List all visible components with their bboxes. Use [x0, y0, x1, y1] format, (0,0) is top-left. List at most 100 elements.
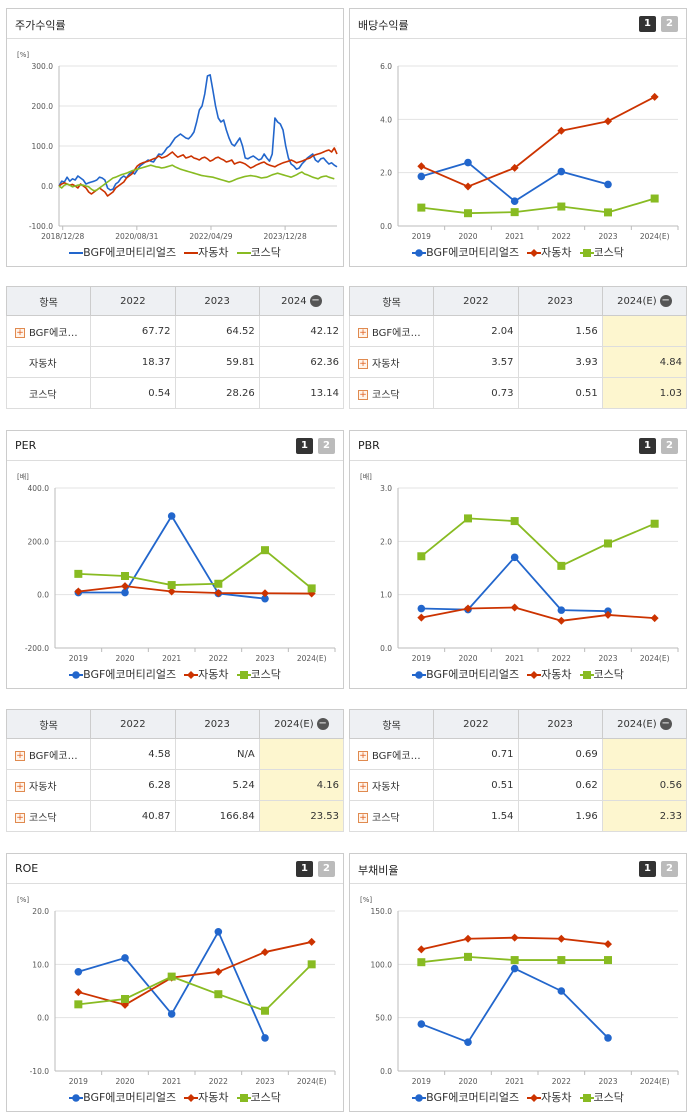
x-tick-label: 2024(E): [640, 654, 670, 663]
data-point-auto: [74, 988, 83, 997]
data-point-kosdaq: [650, 519, 659, 528]
x-tick-label: 2020: [458, 232, 477, 241]
axis-unit: [%]: [17, 51, 29, 59]
data-point-kosdaq: [557, 202, 566, 211]
chart-legend: BGF에코머티리얼즈 자동차 코스닥: [7, 1089, 343, 1105]
roe-panel: ROE 1 2 [%] 20.0 10.0 0.0 -10.0 2019 2020 2021 202…: [6, 853, 344, 1112]
expand-plus-icon[interactable]: +: [15, 812, 25, 823]
expand-plus-icon[interactable]: +: [15, 750, 25, 761]
expand-plus-icon[interactable]: +: [15, 781, 25, 792]
expand-plus-icon[interactable]: +: [358, 781, 368, 792]
collapse-minus-icon[interactable]: −: [659, 295, 672, 307]
row-name-cell[interactable]: + 자동차: [348, 346, 435, 378]
legend-swatch-icon: [69, 671, 84, 679]
table-row: 자동차 18.37 59.81 62.36: [5, 346, 345, 378]
value-cell: 1.54: [433, 800, 519, 832]
row-name-cell[interactable]: + 코스닥: [348, 377, 435, 409]
x-tick-label: 2019: [69, 1077, 88, 1086]
data-point-auto: [464, 182, 472, 191]
data-point-bgf: [121, 588, 129, 597]
panel-title: ROE: [15, 862, 39, 875]
page-1-button[interactable]: 1: [639, 16, 656, 32]
table-header-cell: 2022: [90, 286, 176, 316]
data-point-auto: [650, 92, 659, 101]
legend-swatch-icon: [69, 1094, 84, 1102]
series-line-bgf: [421, 967, 609, 1044]
data-point-auto: [74, 587, 83, 596]
row-name-cell[interactable]: + BGF에코…: [5, 315, 92, 347]
y-tick-label: 0.0: [37, 1014, 49, 1023]
legend-swatch-icon: [527, 249, 542, 257]
table-row: + BGF에코… 67.72 64.52 42.12: [5, 315, 345, 347]
y-tick-label: 0.0: [380, 222, 392, 231]
series-line-bgf: [421, 556, 609, 613]
data-point-auto: [650, 614, 659, 623]
panel-header: 부채비율 1 2: [350, 854, 686, 884]
page-2-button[interactable]: 2: [661, 16, 678, 32]
legend-item-auto: 자동차: [184, 1089, 229, 1105]
x-tick-label: 2023: [598, 232, 617, 241]
legend-label: 자동차: [541, 1091, 572, 1104]
expand-plus-icon[interactable]: +: [358, 812, 368, 823]
collapse-minus-icon[interactable]: −: [659, 718, 672, 730]
row-name-cell[interactable]: + BGF에코…: [348, 315, 435, 347]
panel-title: 배당수익률: [358, 19, 409, 32]
per-chart: [배] 400.0 200.0 0.0 -200.0 2019 2020 2021 2022 20…: [17, 472, 336, 663]
legend-swatch-icon: [527, 1094, 542, 1102]
page-2-button[interactable]: 2: [661, 438, 678, 454]
collapse-minus-icon[interactable]: −: [309, 295, 322, 307]
data-point-auto: [307, 937, 316, 946]
row-name-cell[interactable]: + BGF에코…: [5, 738, 92, 770]
row-name-cell[interactable]: + 자동차: [348, 769, 435, 801]
data-point-bgf: [74, 968, 83, 976]
series-line-bgf: [78, 930, 266, 1039]
data-point-auto: [604, 610, 612, 619]
data-point-auto: [214, 967, 223, 976]
value-cell: [601, 315, 688, 347]
data-point-auto: [510, 163, 519, 172]
pbr-chart: [배] 3.0 2.0 1.0 0.0 2019 2020 2021 2022 2023 2024(…: [360, 472, 679, 663]
legend-swatch-icon: [236, 1094, 251, 1102]
table-row: + 코스닥 1.54 1.96 2.33: [348, 800, 688, 832]
legend-swatch-icon: [184, 252, 199, 254]
x-tick-label: 2023: [255, 1077, 274, 1086]
data-point-kosdaq: [307, 960, 316, 969]
legend-label: 코스닥: [250, 1091, 281, 1104]
row-name-cell[interactable]: + 코스닥: [5, 800, 92, 832]
pbr-panel: PBR 1 2 [배] 3.0 2.0 1.0 0.0 2019 2020 2021 2022 202…: [349, 430, 687, 689]
row-name-cell[interactable]: + 코스닥: [348, 800, 435, 832]
legend-label: 코스닥: [593, 668, 624, 681]
data-point-bgf: [464, 158, 472, 167]
data-point-kosdaq: [307, 584, 316, 593]
data-point-kosdaq: [261, 546, 269, 555]
x-tick-label: 2022/04/29: [189, 232, 232, 241]
chart-legend: BGF에코머티리얼즈 자동차 코스닥: [350, 1089, 686, 1105]
page-1-button[interactable]: 1: [639, 438, 656, 454]
y-tick-label: 10.0: [32, 960, 49, 969]
legend-label: 코스닥: [593, 246, 624, 259]
x-tick-label: 2019: [412, 654, 431, 663]
data-point-kosdaq: [74, 1000, 83, 1009]
legend-swatch-icon: [527, 671, 542, 679]
panel-header: 주가수익률: [7, 9, 343, 39]
page-2-button[interactable]: 2: [318, 438, 335, 454]
expand-plus-icon[interactable]: +: [15, 327, 25, 338]
expand-plus-icon[interactable]: +: [358, 327, 368, 338]
page-1-button[interactable]: 1: [296, 861, 313, 877]
expand-plus-icon[interactable]: +: [358, 750, 368, 761]
collapse-minus-icon[interactable]: −: [316, 718, 329, 730]
row-name-cell[interactable]: + 자동차: [5, 769, 92, 801]
legend-item-auto: 자동차: [527, 666, 572, 682]
row-name-cell[interactable]: + BGF에코…: [348, 738, 435, 770]
page-2-button[interactable]: 2: [661, 861, 678, 877]
y-tick-label: 6.0: [380, 62, 392, 71]
page-1-button[interactable]: 1: [296, 438, 313, 454]
page-1-button[interactable]: 1: [639, 861, 656, 877]
page-2-button[interactable]: 2: [318, 861, 335, 877]
expand-plus-icon[interactable]: +: [358, 389, 368, 400]
expand-plus-icon[interactable]: +: [358, 358, 368, 369]
table-row: 코스닥 0.54 28.26 13.14: [5, 377, 345, 409]
data-point-bgf: [417, 1020, 426, 1028]
legend-swatch-icon: [579, 249, 594, 257]
legend-label: 자동차: [198, 1091, 229, 1104]
